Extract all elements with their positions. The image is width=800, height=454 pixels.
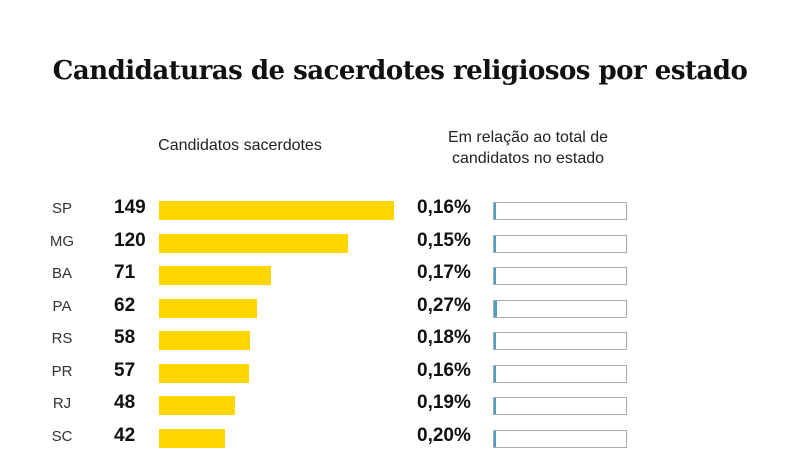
chart-row: PR 57 0,16% xyxy=(0,357,800,389)
count-bar xyxy=(159,201,394,220)
share-track xyxy=(493,299,627,318)
count-label: 120 xyxy=(114,229,146,251)
chart-title: Candidaturas de sacerdotes religiosos po… xyxy=(52,56,748,86)
state-label: RS xyxy=(51,330,73,347)
share-fill xyxy=(494,203,496,219)
share-label: 0,15% xyxy=(417,229,471,251)
chart-row: SP 149 0,16% xyxy=(0,194,800,226)
share-fill xyxy=(494,430,497,447)
share-label: 0,16% xyxy=(417,359,471,381)
chart-row: BA 71 0,17% xyxy=(0,259,800,291)
count-label: 58 xyxy=(114,327,136,348)
chart-row: MG 120 0,15% xyxy=(0,227,800,259)
share-label: 0,18% xyxy=(417,327,471,348)
chart-row: PA 62 0,27% xyxy=(0,292,800,324)
count-label: 71 xyxy=(114,262,136,283)
count-label: 62 xyxy=(114,294,136,316)
count-label: 48 xyxy=(114,392,136,413)
share-fill xyxy=(494,398,496,414)
state-label: SP xyxy=(51,200,72,217)
chart-row: RJ 48 0,19% xyxy=(0,389,800,421)
share-track xyxy=(493,202,627,220)
count-bar xyxy=(159,266,271,285)
share-label: 0,19% xyxy=(417,392,471,413)
column-header-share-line2: candidatos no estado xyxy=(451,150,605,167)
share-track xyxy=(493,364,627,383)
share-track xyxy=(493,267,627,285)
share-label: 0,27% xyxy=(417,294,471,316)
share-track xyxy=(493,234,627,253)
share-fill xyxy=(494,333,496,349)
share-label: 0,16% xyxy=(417,197,471,218)
share-fill xyxy=(494,235,496,252)
count-bar xyxy=(159,428,226,448)
state-label: RJ xyxy=(52,395,72,412)
count-bar xyxy=(159,331,251,350)
count-bar xyxy=(159,298,257,318)
count-bar xyxy=(159,396,235,415)
state-label: MG xyxy=(49,232,75,250)
state-label: PR xyxy=(51,362,73,380)
count-label: 42 xyxy=(114,424,136,446)
share-fill xyxy=(494,268,496,284)
column-header-candidates: Candidatos sacerdotes xyxy=(158,137,322,154)
count-label: 149 xyxy=(114,197,146,218)
column-header-share-line1: Em relação ao total de xyxy=(447,129,609,146)
state-label: SC xyxy=(51,427,73,445)
column-header-share: Em relação ao total de candidatos no est… xyxy=(410,127,646,169)
state-label: PA xyxy=(52,297,72,315)
count-bar xyxy=(159,363,249,383)
chart-row: SC 42 0,20% xyxy=(0,422,800,454)
share-track xyxy=(493,429,627,448)
share-track xyxy=(493,397,627,415)
share-fill xyxy=(494,365,496,382)
count-label: 57 xyxy=(114,359,136,381)
count-bar xyxy=(159,233,349,253)
share-label: 0,20% xyxy=(417,424,471,446)
share-label: 0,17% xyxy=(417,262,471,283)
state-label: BA xyxy=(51,265,72,282)
chart-row: RS 58 0,18% xyxy=(0,324,800,356)
share-fill xyxy=(494,300,497,317)
share-track xyxy=(493,332,627,350)
